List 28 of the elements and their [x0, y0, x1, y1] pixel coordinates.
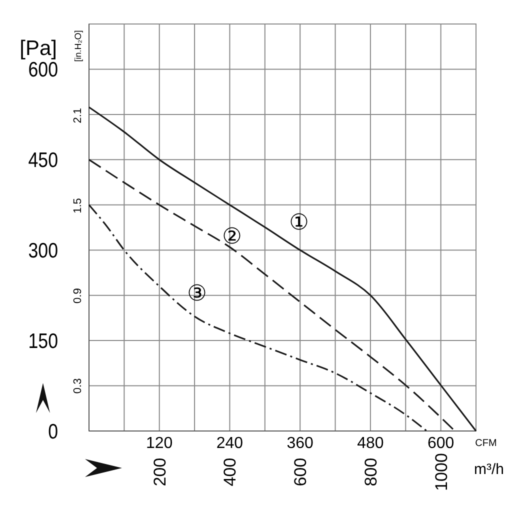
x2-tick-label: 360	[286, 435, 314, 452]
line-series	[88, 158, 456, 432]
y-tick-label: 450	[28, 148, 58, 172]
x-tick-label: 800	[361, 458, 380, 486]
y2-tick-label: 0.9	[72, 288, 84, 304]
annotation: ②	[222, 224, 242, 250]
x-axis-title: m³/h	[474, 461, 504, 478]
y2-tick-label: 1.5	[72, 198, 84, 214]
x2-tick-label: 600	[427, 435, 454, 452]
x2-axis-title: CFM	[475, 438, 497, 449]
y-axis-title: [Pa]	[20, 37, 57, 60]
y2-tick-label: 2.1	[72, 108, 84, 124]
line-series	[88, 204, 428, 432]
annotation: ③	[187, 282, 207, 307]
x2-tick-label: 480	[357, 435, 384, 452]
y-tick-label: 150	[28, 330, 58, 354]
x-tick-label: 1000	[432, 453, 451, 491]
y-tick-label: 0	[48, 420, 58, 444]
x2-tick-label: 120	[146, 435, 173, 452]
y2-tick-label: 0.3	[72, 378, 84, 394]
x2-tick-label: 240	[216, 435, 244, 452]
annotation: ①	[289, 210, 309, 236]
x-tick-label: 400	[220, 458, 240, 486]
y2-axis-title: [in.H₂O]	[73, 30, 83, 62]
x-tick-label: 600	[291, 458, 310, 486]
x-tick-label: 200	[150, 458, 170, 486]
y-tick-label: 600	[28, 58, 58, 82]
y-tick-label: 300	[28, 239, 58, 263]
